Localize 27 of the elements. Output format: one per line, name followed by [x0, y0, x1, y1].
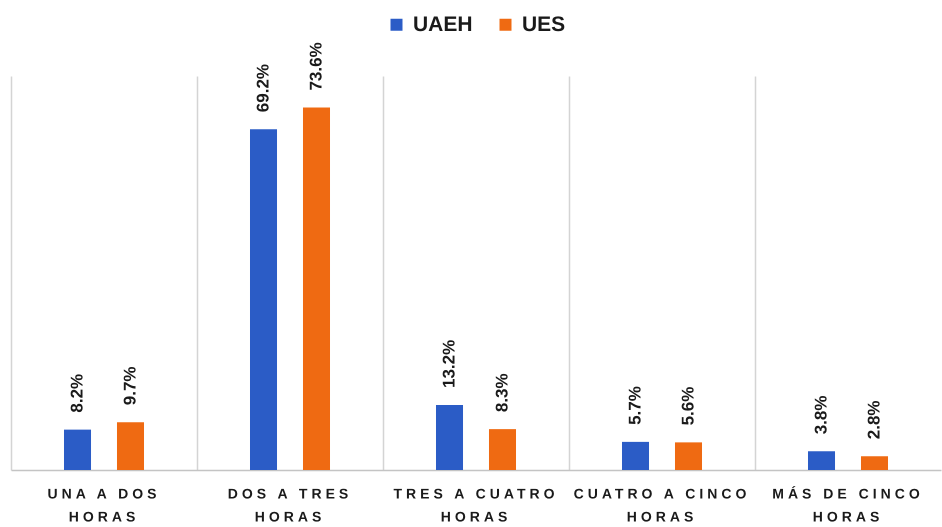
data-label: 73.6% [306, 42, 326, 91]
bar [488, 429, 516, 470]
bar [622, 442, 650, 470]
x-tick-label: CUATRO A CINCO HORAS [574, 486, 750, 524]
bar [860, 456, 888, 470]
data-label: 5.6% [678, 386, 698, 426]
bar [808, 451, 836, 470]
bar [436, 404, 464, 470]
data-label: 9.7% [120, 366, 140, 406]
data-label: 2.8% [864, 400, 884, 440]
x-tick-label: MÁS DE CINCO HORAS [772, 486, 924, 524]
data-label: 69.2% [254, 64, 273, 112]
legend-label: UAEH [413, 12, 473, 36]
data-label: 13.2% [440, 340, 459, 388]
data-label: 3.8% [812, 396, 831, 434]
bar [250, 129, 278, 470]
legend-label: UES [522, 12, 566, 36]
data-label: 5.7% [626, 386, 645, 425]
x-tick-label: DOS A TRES HORAS [228, 486, 352, 524]
bar [674, 442, 702, 470]
data-label: 8.3% [492, 373, 512, 412]
bar [64, 430, 92, 470]
x-tick-label: UNA A DOS HORAS [48, 486, 160, 524]
data-label: 8.2% [68, 374, 87, 413]
bar [302, 108, 330, 470]
x-tick-label: TRES A CUATRO HORAS [393, 486, 559, 524]
bar [116, 422, 144, 470]
